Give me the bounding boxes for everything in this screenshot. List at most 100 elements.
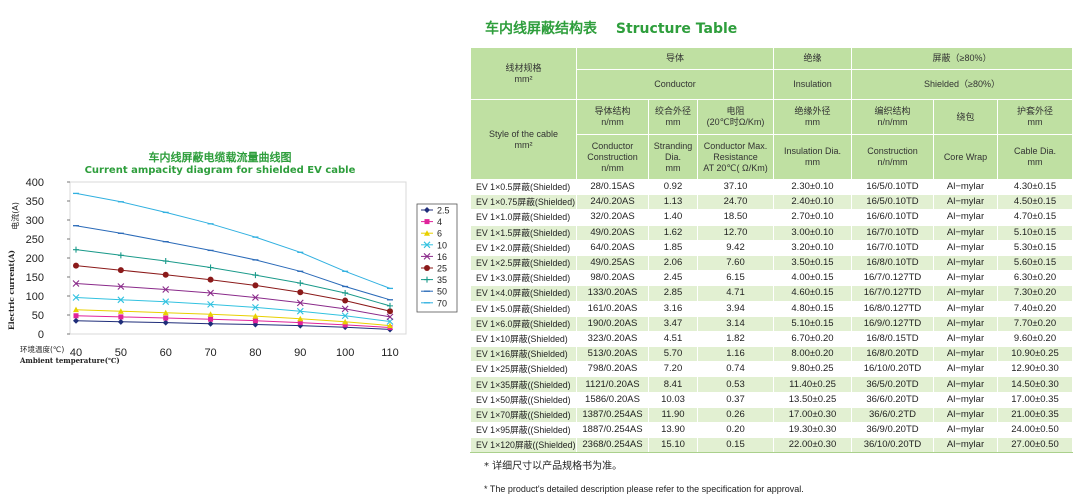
cell-resistance: 1.82 (697, 331, 774, 348)
cell-model: EV 1×10屏蔽(Shielded) (470, 331, 577, 348)
x-tick-label: 50 (115, 347, 127, 359)
x-axis-ticks: 40 50 60 70 80 90 100 110 (70, 347, 399, 359)
legend-label: 6 (437, 229, 442, 239)
cell-model: EV 1×120屏蔽((Shielded) (470, 437, 577, 454)
cell-resistance: 0.37 (697, 392, 774, 408)
cell-cable-dia: 4.30±0.15 (996, 179, 1074, 196)
header-c3-en: Conductor Max. Resistance AT 20℃( Ω/Km) (697, 134, 774, 180)
header-c5-en-unit: n/n/mm (877, 157, 908, 167)
footnote-cn: * 详细尺寸以产品规格书为准。 (484, 461, 623, 472)
cell-stranding-dia: 1.62 (648, 225, 698, 241)
cell-cable-dia: 6.30±0.20 (996, 270, 1074, 287)
y-tick-label: 400 (26, 177, 44, 189)
cell-construction: 2368/0.254AS (576, 437, 649, 454)
header-c4-cn-label: 绝缘外径 (794, 106, 831, 116)
cell-construction: 1387/0.254AS (576, 407, 649, 424)
cell-resistance: 9.42 (697, 240, 774, 256)
cell-cable-dia: 14.50±0.30 (996, 376, 1074, 393)
cell-resistance: 12.70 (697, 225, 774, 241)
cell-model: EV 1×25屏蔽(Shielded) (470, 361, 577, 378)
cell-resistance: 37.10 (697, 179, 774, 196)
cell-shield-construction: 36/5/0.20TD (851, 376, 934, 393)
cell-cable-dia: 9.60±0.20 (996, 331, 1074, 348)
x-tick-label: 90 (294, 347, 306, 359)
cell-resistance: 0.53 (697, 376, 774, 393)
header-spec-cn: 线材规格 (505, 62, 542, 73)
series-25 (73, 262, 393, 315)
cell-cable-dia: 4.50±0.15 (996, 194, 1074, 211)
y-axis-label-cn: 电流(A) (10, 202, 20, 230)
cell-insulation-dia: 11.40±0.25 (773, 376, 852, 393)
series-16 (72, 280, 394, 321)
cell-cable-dia: 7.70±0.20 (996, 316, 1074, 332)
cell-shield-construction: 16/8/0.10TD (851, 255, 934, 272)
data-point (162, 258, 169, 265)
cell-cable-dia: 17.00±0.35 (996, 392, 1074, 408)
header-c3-cn: 电阻 (20℃时Ω/Km) (697, 99, 774, 135)
cell-resistance: 4.71 (697, 285, 774, 302)
data-point (162, 298, 170, 306)
header-c3-cn-label: 电阻 (726, 106, 745, 116)
cell-core-wrap: Al−mylar (933, 437, 998, 454)
cell-shield-construction: 36/9/0.20TD (851, 422, 934, 439)
legend-label: 4 (437, 217, 442, 227)
table-row: EV 1×5.0屏蔽(Shielded) 161/0.20AS 3.16 3.94 4.… (470, 301, 1074, 317)
cell-stranding-dia: 1.13 (648, 194, 698, 211)
legend-label: 10 (437, 240, 447, 250)
cell-stranding-dia: 10.03 (648, 392, 698, 408)
legend-swatch-marker (424, 207, 430, 213)
table-row: EV 1×6.0屏蔽(Shielded) 190/0.20AS 3.47 3.14 5.… (470, 316, 1074, 332)
header-c3-cn-unit: (20℃时Ω/Km) (706, 117, 765, 127)
cell-construction: 1586/0.20AS (576, 392, 649, 408)
table-row: EV 1×25屏蔽(Shielded) 798/0.20AS 7.20 0.74 9.8… (470, 361, 1074, 378)
cell-insulation-dia: 3.00±0.10 (773, 225, 852, 241)
cell-model: EV 1×3.0屏蔽(Shielded) (470, 270, 577, 287)
cell-core-wrap: Al−mylar (933, 376, 998, 393)
header-c2-en: Stranding Dia. mm (648, 134, 698, 180)
cell-core-wrap: Al−mylar (933, 301, 998, 317)
cell-core-wrap: Al−mylar (933, 422, 998, 439)
header-c1-cn-unit: n/mm (601, 117, 624, 127)
cell-core-wrap: Al−mylar (933, 361, 998, 378)
legend-label: 35 (437, 275, 447, 285)
table-row: EV 1×0.5屏蔽(Shielded) 28/0.15AS 0.92 37.10 2.… (470, 179, 1074, 196)
legend-label: 25 (437, 264, 447, 274)
cell-resistance: 6.15 (697, 270, 774, 287)
header-c5-en: Construction n/n/mm (851, 134, 934, 180)
data-point (72, 280, 80, 287)
data-point (73, 246, 79, 253)
data-point (252, 313, 259, 319)
cell-cable-dia: 4.70±0.15 (996, 209, 1074, 226)
data-point (73, 262, 79, 269)
table-title-cn: 车内线屏蔽结构表 (485, 21, 597, 37)
cell-stranding-dia: 0.92 (648, 179, 698, 196)
table-row: EV 1×10屏蔽(Shielded) 323/0.20AS 4.51 1.82 6.7… (470, 331, 1074, 348)
data-point (296, 299, 304, 307)
data-point (386, 313, 394, 321)
cell-resistance: 1.16 (697, 346, 774, 363)
data-point (207, 289, 214, 297)
cell-resistance: 24.70 (697, 194, 774, 211)
header-c3-en-unit: AT 20℃( Ω/Km) (703, 162, 768, 173)
y-axis-label-en: Electric current(A) (7, 250, 16, 330)
data-point (252, 272, 259, 279)
cell-shield-construction: 16/8/0.15TD (851, 331, 934, 348)
data-point (252, 282, 259, 289)
header-c1-en: Conductor Construction n/mm (576, 134, 649, 180)
cell-cable-dia: 27.00±0.50 (996, 437, 1074, 454)
legend-label: 2.5 (437, 206, 450, 216)
table-row: EV 1×120屏蔽((Shielded) 2368/0.254AS 15.10 0.… (470, 437, 1074, 454)
series-line (75, 309, 391, 327)
x-axis-label-cn: 环境温度(℃) (20, 344, 64, 354)
header-spec: 线材规格 mm² (470, 47, 577, 100)
cell-construction: 28/0.15AS (576, 179, 649, 196)
series-line (75, 192, 391, 289)
data-point (117, 308, 124, 314)
header-c2-en-unit: mm (665, 162, 681, 173)
cell-shield-construction: 16/7/0.127TD (851, 285, 934, 302)
series-line (75, 315, 391, 328)
header-c2-cn-label: 绞合外径 (654, 106, 691, 116)
cell-core-wrap: Al−mylar (933, 240, 998, 256)
header-c7-cn: 护套外径 mm (996, 99, 1074, 135)
cell-cable-dia: 21.00±0.35 (996, 407, 1074, 424)
